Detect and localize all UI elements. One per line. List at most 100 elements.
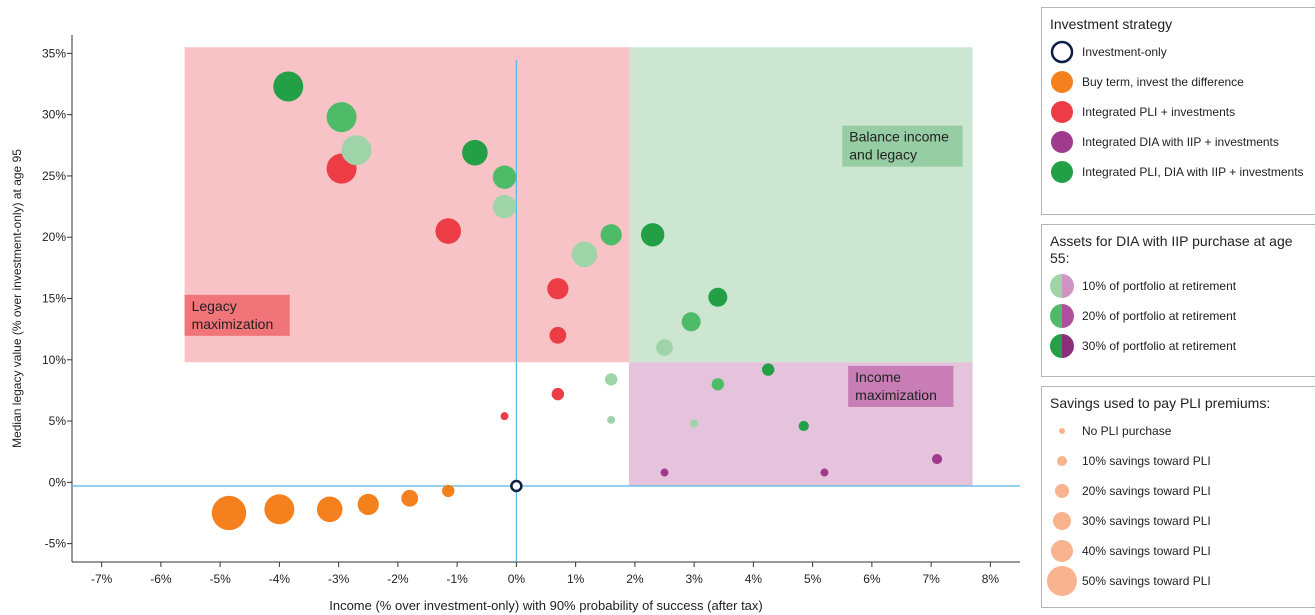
point-integrated-pli-dia-with-iip-investments xyxy=(761,363,775,376)
x-tick-label: -6% xyxy=(150,572,172,586)
strategy-legend-item-label: Integrated DIA with IIP + investments xyxy=(1082,135,1279,149)
strategy-legend-item-swatch xyxy=(1042,130,1082,154)
region-balance-income-and-legacy xyxy=(628,47,973,363)
point-integrated-pli-investments xyxy=(549,326,567,344)
point-integrated-pli-investments xyxy=(551,387,565,401)
assets-legend-item-swatch xyxy=(1042,273,1082,299)
y-tick-label: -5% xyxy=(45,537,67,551)
savings-legend-item: 20% savings toward PLI xyxy=(1042,476,1315,506)
y-tick-label: 15% xyxy=(42,292,66,306)
y-tick-label: 0% xyxy=(49,475,67,489)
region-label-balance-income-and-legacy: and legacy xyxy=(849,147,917,163)
point-buy-term-invest-the-difference xyxy=(357,493,379,515)
x-tick-label: -7% xyxy=(91,572,113,586)
x-tick-label: -5% xyxy=(209,572,231,586)
x-tick-label: 6% xyxy=(863,572,881,586)
strategy-legend-item-swatch xyxy=(1042,40,1082,64)
strategy-legend-item-label: Integrated PLI + investments xyxy=(1082,105,1236,119)
y-tick-label: 30% xyxy=(42,108,66,122)
region-label-legacy-maximization: Legacy xyxy=(192,298,237,314)
point-integrated-pli-dia-with-iip-investments xyxy=(341,135,372,166)
savings-legend-item-label: 20% savings toward PLI xyxy=(1082,484,1211,498)
strategy-legend: Investment strategy Investment-only Buy t… xyxy=(1041,7,1315,215)
point-investment-only xyxy=(510,479,523,493)
savings-legend-item-swatch xyxy=(1042,416,1082,446)
x-tick-label: 0% xyxy=(508,572,526,586)
assets-legend-title: Assets for DIA with IIP purchase at age … xyxy=(1050,233,1293,266)
assets-legend-item-label: 30% of portfolio at retirement xyxy=(1082,339,1237,353)
x-tick-label: 7% xyxy=(922,572,940,586)
assets-legend: Assets for DIA with IIP purchase at age … xyxy=(1041,224,1315,377)
assets-legend-item-label: 20% of portfolio at retirement xyxy=(1082,309,1237,323)
region-label-balance-income-and-legacy: Balance income xyxy=(849,129,949,145)
savings-legend-item-label: 10% savings toward PLI xyxy=(1082,454,1211,468)
strategy-legend-item-label: Integrated PLI, DIA with IIP + investmen… xyxy=(1082,165,1304,179)
assets-legend-item: 30% of portfolio at retirement xyxy=(1042,331,1315,361)
savings-legend-item-label: 50% savings toward PLI xyxy=(1082,574,1211,588)
x-tick-label: 8% xyxy=(982,572,1000,586)
savings-legend-item: 50% savings toward PLI xyxy=(1042,566,1315,596)
point-integrated-pli-dia-with-iip-investments xyxy=(604,373,618,386)
x-tick-label: 1% xyxy=(567,572,585,586)
assets-legend-item-label: 10% of portfolio at retirement xyxy=(1082,279,1237,293)
point-buy-term-invest-the-difference xyxy=(211,495,247,531)
savings-legend-item-label: No PLI purchase xyxy=(1082,424,1172,438)
savings-legend-item: No PLI purchase xyxy=(1042,416,1315,446)
point-integrated-pli-dia-with-iip-investments xyxy=(708,287,728,307)
point-integrated-pli-dia-with-iip-investments xyxy=(607,415,616,424)
point-integrated-pli-dia-with-iip-investments xyxy=(681,312,701,332)
x-tick-label: 5% xyxy=(804,572,822,586)
assets-legend-item-swatch xyxy=(1042,303,1082,329)
region-label-box-income-maximization xyxy=(848,365,954,407)
strategy-legend-item: Buy term, invest the difference xyxy=(1042,67,1315,97)
x-tick-label: -1% xyxy=(446,572,468,586)
region-label-income-maximization: maximization xyxy=(855,387,937,403)
strategy-legend-item: Integrated DIA with IIP + investments xyxy=(1042,127,1315,157)
point-integrated-pli-dia-with-iip-investments xyxy=(326,102,357,133)
strategy-legend-item-swatch xyxy=(1042,100,1082,124)
point-integrated-pli-dia-with-iip-investments xyxy=(798,420,809,432)
y-axis-title: Median legacy value (% over investment-o… xyxy=(10,149,24,448)
point-buy-term-invest-the-difference xyxy=(442,484,455,498)
strategy-legend-item: Investment-only xyxy=(1042,37,1315,67)
region-label-income-maximization: Income xyxy=(855,369,901,385)
point-buy-term-invest-the-difference xyxy=(264,494,295,525)
point-buy-term-invest-the-difference xyxy=(316,496,343,523)
x-tick-label: -4% xyxy=(269,572,291,586)
point-integrated-dia-with-iip-investments xyxy=(931,453,943,465)
strategy-legend-item-swatch xyxy=(1042,70,1082,94)
region-label-box-balance-income-and-legacy xyxy=(842,125,963,167)
savings-legend-item-label: 30% savings toward PLI xyxy=(1082,514,1211,528)
point-integrated-pli-dia-with-iip-investments xyxy=(690,419,699,428)
point-integrated-pli-dia-with-iip-investments xyxy=(640,223,665,247)
region-label-box-legacy-maximization xyxy=(184,294,290,336)
point-integrated-pli-dia-with-iip-investments xyxy=(711,378,725,391)
scatter-chart: -7% -6% -5% -4% -3% -2% -1% 0% 1% 2% 3% 4% 5% 6% 7% 8% -… xyxy=(10,35,1020,613)
x-tick-label: 4% xyxy=(745,572,763,586)
point-integrated-dia-with-iip-investments xyxy=(820,468,829,477)
point-integrated-pli-investments xyxy=(435,218,462,244)
x-tick-label: -2% xyxy=(387,572,409,586)
point-integrated-pli-investments xyxy=(547,278,569,300)
strategy-legend-title: Investment strategy xyxy=(1050,16,1173,32)
savings-legend-item-swatch xyxy=(1042,446,1082,476)
point-integrated-pli-investments xyxy=(500,412,509,421)
x-axis-title: Income (% over investment-only) with 90%… xyxy=(329,598,763,613)
savings-legend-item: 10% savings toward PLI xyxy=(1042,446,1315,476)
savings-legend-item-swatch xyxy=(1042,506,1082,536)
strategy-legend-item-swatch xyxy=(1042,160,1082,184)
point-integrated-pli-dia-with-iip-investments xyxy=(600,224,622,246)
savings-legend-item: 40% savings toward PLI xyxy=(1042,536,1315,566)
savings-legend-item: 30% savings toward PLI xyxy=(1042,506,1315,536)
x-tick-label: 2% xyxy=(626,572,644,586)
point-buy-term-invest-the-difference xyxy=(401,489,419,507)
y-tick-label: 5% xyxy=(49,414,67,428)
x-tick-label: -3% xyxy=(328,572,350,586)
point-integrated-pli-dia-with-iip-investments xyxy=(656,339,673,356)
point-integrated-pli-dia-with-iip-investments xyxy=(462,139,488,166)
region-label-legacy-maximization: maximization xyxy=(192,316,274,332)
strategy-legend-item: Integrated PLI + investments xyxy=(1042,97,1315,127)
point-integrated-pli-dia-with-iip-investments xyxy=(571,241,598,268)
assets-legend-item-swatch xyxy=(1042,333,1082,359)
point-integrated-pli-dia-with-iip-investments xyxy=(273,71,304,102)
